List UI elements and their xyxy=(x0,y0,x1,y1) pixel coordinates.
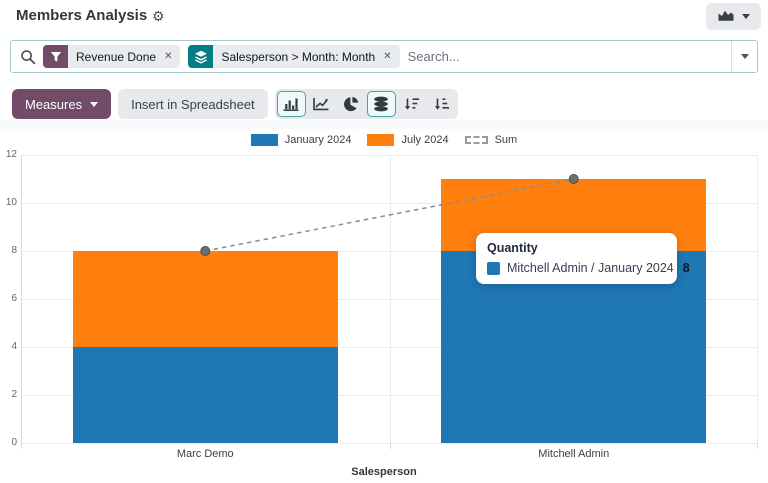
y-tick-label: 6 xyxy=(11,293,17,304)
panel-divider xyxy=(0,120,768,129)
x-tick xyxy=(21,443,22,449)
legend-label: Sum xyxy=(494,134,518,146)
x-tick xyxy=(389,443,391,449)
chart-tooltip: Quantity Mitchell Admin / January 2024 8 xyxy=(476,233,690,284)
search-facet-groupby[interactable]: Salesperson > Month: Month ✕ xyxy=(188,45,400,68)
tooltip-series-swatch xyxy=(487,261,500,275)
y-tick-label: 0 xyxy=(11,437,17,448)
plot-area xyxy=(21,155,758,449)
measures-button[interactable]: Measures xyxy=(12,89,112,119)
legend-label: July 2024 xyxy=(401,134,449,146)
pie-chart-button[interactable] xyxy=(337,91,366,117)
search-input[interactable] xyxy=(407,49,731,64)
y-tick-label: 12 xyxy=(5,149,17,160)
sort-desc-icon xyxy=(403,96,420,112)
chart-type-button-group xyxy=(274,89,458,119)
chart-legend: January 2024 July 2024 Sum xyxy=(0,134,768,146)
chevron-down-icon xyxy=(90,101,99,107)
bar-chart-icon xyxy=(282,96,300,112)
line-chart-icon xyxy=(312,96,330,112)
legend-item[interactable]: July 2024 xyxy=(367,134,449,146)
sort-asc-button[interactable] xyxy=(427,91,456,117)
pie-chart-icon xyxy=(343,96,359,112)
bar-chart-button[interactable] xyxy=(276,91,306,117)
search-facet-filter[interactable]: Revenue Done ✕ xyxy=(43,45,181,68)
close-icon[interactable]: ✕ xyxy=(383,51,392,62)
y-tick-label: 4 xyxy=(11,341,17,352)
chart-area: January 2024 July 2024 Sum 0 2 4 6 8 10 12 Marc … xyxy=(0,129,768,483)
bar-segment[interactable] xyxy=(72,347,338,443)
legend-label: January 2024 xyxy=(284,134,352,146)
tooltip-title: Quantity xyxy=(487,241,538,255)
facet-label: Revenue Done xyxy=(76,49,157,64)
page-title: Members Analysis xyxy=(16,7,148,24)
x-axis-title: Salesperson xyxy=(351,466,417,478)
x-category-label: Marc Demo xyxy=(176,448,234,460)
chevron-down-icon xyxy=(742,14,750,19)
tooltip-series-label: Mitchell Admin / January 2024 xyxy=(507,261,674,275)
sort-desc-button[interactable] xyxy=(397,91,426,117)
insert-in-spreadsheet-button[interactable]: Insert in Spreadsheet xyxy=(118,89,268,119)
legend-swatch xyxy=(464,136,488,144)
search-icon xyxy=(20,49,36,65)
bar-segment[interactable] xyxy=(72,251,338,347)
chevron-down-icon xyxy=(740,54,749,59)
tooltip-value: 8 xyxy=(682,261,690,275)
layers-icon xyxy=(188,45,214,68)
stacked-button[interactable] xyxy=(366,91,396,117)
sort-asc-icon xyxy=(433,96,450,112)
area-chart-icon xyxy=(717,8,735,25)
header: Members Analysis ⚙ xyxy=(0,0,768,34)
x-tick xyxy=(757,443,758,449)
x-category-label: Mitchell Admin xyxy=(538,448,610,460)
legend-item[interactable]: January 2024 xyxy=(250,134,352,146)
close-icon[interactable]: ✕ xyxy=(164,51,173,62)
filter-icon xyxy=(43,45,68,68)
gridline xyxy=(21,155,22,443)
gridline xyxy=(389,155,391,443)
stacked-icon xyxy=(372,96,390,112)
tooltip-row: Mitchell Admin / January 2024 8 xyxy=(487,261,690,275)
measures-label: Measures xyxy=(25,96,83,112)
y-tick-label: 10 xyxy=(5,197,17,208)
view-switcher-button[interactable] xyxy=(706,3,761,30)
facet-label: Salesperson > Month: Month xyxy=(221,49,376,64)
toolbar: Measures Insert in Spreadsheet xyxy=(0,89,768,119)
legend-swatch xyxy=(250,134,278,146)
y-tick-label: 8 xyxy=(11,245,17,256)
line-chart-button[interactable] xyxy=(307,91,336,117)
search-dropdown-toggle[interactable] xyxy=(731,41,757,72)
y-tick-label: 2 xyxy=(11,389,17,400)
gridline xyxy=(757,155,758,443)
legend-swatch xyxy=(367,134,395,146)
legend-item[interactable]: Sum xyxy=(464,134,518,146)
gear-icon[interactable]: ⚙ xyxy=(152,8,165,24)
search-bar: Revenue Done ✕ Salesperson > Month: Month ✕ xyxy=(10,40,758,73)
